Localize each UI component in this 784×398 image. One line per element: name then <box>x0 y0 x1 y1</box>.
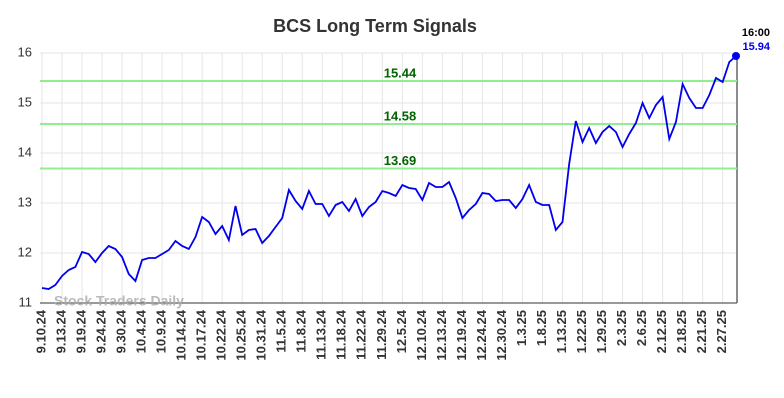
x-tick-label: 11.29.24 <box>374 309 389 360</box>
x-tick-label: 1.29.25 <box>594 310 609 353</box>
signal-label: 15.44 <box>384 65 417 80</box>
x-tick-label: 10.25.24 <box>234 309 249 360</box>
x-tick-label: 1.8.25 <box>534 310 549 346</box>
x-tick-label: 10.17.24 <box>194 309 209 360</box>
x-tick-label: 10.14.24 <box>174 309 189 360</box>
x-tick-label: 2.6.25 <box>634 310 649 346</box>
x-tick-label: 12.10.24 <box>414 309 429 360</box>
last-value: 15.94 <box>742 41 770 53</box>
x-tick-label: 1.3.25 <box>514 310 529 346</box>
x-tick-label: 2.21.25 <box>694 310 709 353</box>
price-line <box>41 55 737 290</box>
last-time: 16:00 <box>742 27 770 39</box>
last-point <box>732 52 740 60</box>
x-tick-label: 10.22.24 <box>214 309 229 360</box>
x-tick-label: 11.18.24 <box>334 309 349 360</box>
x-tick-label: 12.5.24 <box>394 309 409 353</box>
x-tick-label: 9.19.24 <box>73 309 88 353</box>
y-tick-label: 15 <box>18 94 32 109</box>
x-tick-label: 2.3.25 <box>614 310 629 346</box>
x-tick-label: 12.24.24 <box>474 309 489 360</box>
x-tick-label: 2.18.25 <box>674 310 689 353</box>
x-tick-label: 11.13.24 <box>314 309 329 360</box>
x-tick-label: 9.24.24 <box>93 309 108 353</box>
y-tick-label: 14 <box>18 144 32 159</box>
signal-label: 14.58 <box>384 108 417 123</box>
x-tick-label: 9.10.24 <box>33 309 48 353</box>
y-tick-label: 13 <box>18 194 32 209</box>
x-tick-label: 10.4.24 <box>134 309 149 353</box>
y-tick-label: 11 <box>19 294 33 309</box>
x-tick-label: 10.9.24 <box>154 309 169 353</box>
x-tick-label: 2.27.25 <box>714 310 729 353</box>
watermark: Stock Traders Daily <box>54 293 184 309</box>
x-tick-label: 11.22.24 <box>354 309 369 360</box>
x-tick-label: 1.13.25 <box>554 310 569 353</box>
x-tick-label: 10.31.24 <box>254 309 269 360</box>
x-tick-label: 12.13.24 <box>434 309 449 360</box>
y-tick-label: 16 <box>18 44 32 59</box>
signal-label: 13.69 <box>384 153 417 168</box>
x-tick-label: 9.13.24 <box>53 309 68 353</box>
x-tick-label: 9.30.24 <box>114 309 129 353</box>
y-tick-label: 12 <box>18 244 32 259</box>
x-tick-label: 12.19.24 <box>454 309 469 360</box>
chart-title: BCS Long Term Signals <box>273 16 477 36</box>
x-tick-label: 11.5.24 <box>274 309 289 352</box>
x-tick-label: 2.12.25 <box>654 310 669 353</box>
x-tick-label: 1.22.25 <box>574 310 589 353</box>
x-tick-label: 11.8.24 <box>294 309 309 352</box>
x-tick-label: 12.30.24 <box>494 309 509 360</box>
